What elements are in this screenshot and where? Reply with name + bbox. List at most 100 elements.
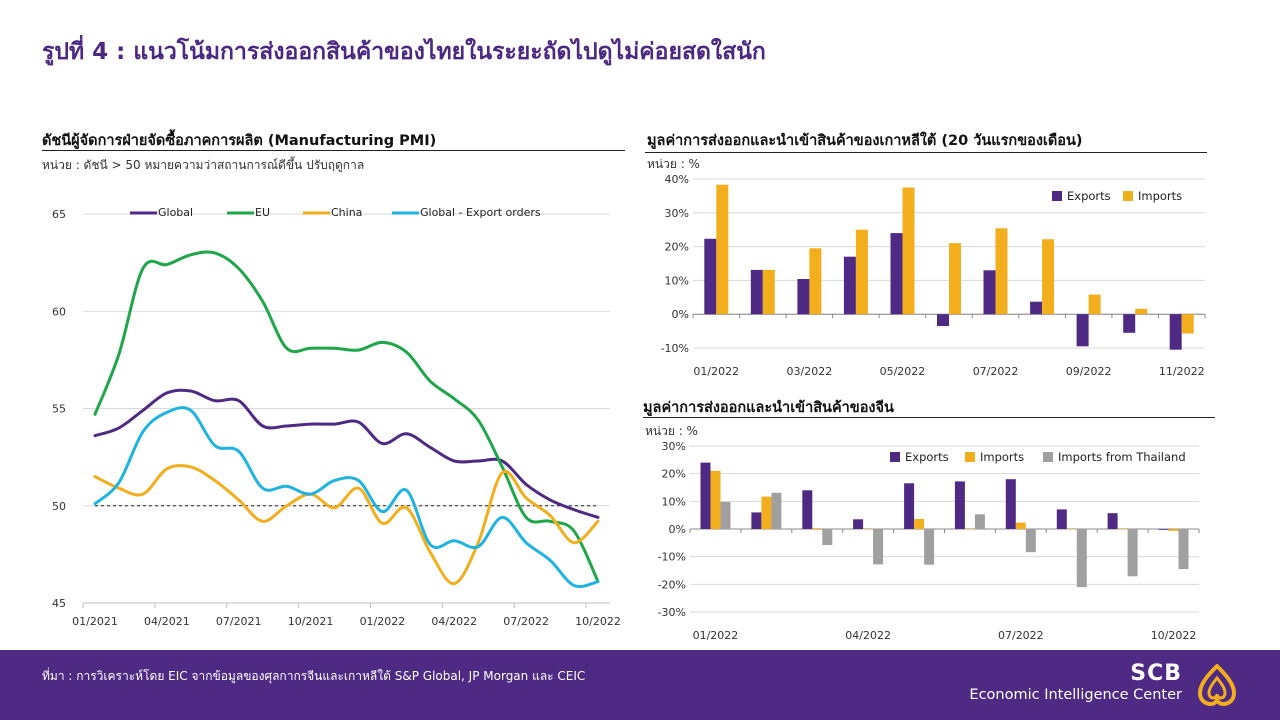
china-y-tick-label: -30% xyxy=(658,606,686,619)
korea-bar-exports xyxy=(1169,314,1182,350)
china-bar-imports xyxy=(914,519,925,529)
china-x-tick-label: 01/2022 xyxy=(693,629,739,642)
china-bar-imports xyxy=(1066,529,1077,530)
pmi-y-tick-label: 55 xyxy=(52,403,66,416)
pmi-legend-label-eu: EU xyxy=(255,206,270,219)
brand-unit: Economic Intelligence Center xyxy=(969,687,1182,703)
china-bar-imports xyxy=(863,529,874,530)
china-y-tick-label: -20% xyxy=(658,578,686,591)
korea-legend-swatch-imports xyxy=(1123,191,1133,201)
china-bar-exports xyxy=(1005,479,1016,529)
korea-bar-exports xyxy=(843,256,856,315)
korea-bar-imports xyxy=(855,229,868,315)
korea-bar-exports xyxy=(797,279,810,315)
pmi-x-tick-label: 07/2022 xyxy=(503,615,549,628)
china-bar-imports-from-thailand xyxy=(1025,529,1036,553)
korea-x-tick-label: 11/2022 xyxy=(1159,365,1205,378)
pmi-y-tick-label: 45 xyxy=(52,597,66,610)
china-bar-exports xyxy=(904,483,915,529)
korea-bar-exports xyxy=(983,270,996,315)
korea-x-tick-label: 01/2022 xyxy=(693,365,739,378)
korea-bar-imports xyxy=(949,243,961,315)
china-bar-exports xyxy=(1158,529,1169,530)
china-y-tick-label: 30% xyxy=(662,440,686,453)
china-chart-title: มูลค่าการส่งออกและนำเข้าสินค้าของจีน xyxy=(643,400,894,416)
pmi-line-global xyxy=(93,388,600,519)
pmi-legend-label-global: Global xyxy=(158,206,193,219)
china-y-tick-label: 0% xyxy=(669,523,686,536)
korea-y-tick-label: 30% xyxy=(665,207,689,220)
china-bar-imports-from-thailand xyxy=(974,514,985,529)
china-bar-imports xyxy=(761,496,772,529)
pmi-title-rule xyxy=(42,150,625,151)
korea-x-tick-label: 05/2022 xyxy=(880,365,926,378)
china-bar-imports-from-thailand xyxy=(873,529,884,565)
china-bar-imports-from-thailand xyxy=(1178,529,1189,570)
korea-bar-exports xyxy=(1076,314,1089,347)
pmi-x-tick-label: 01/2021 xyxy=(72,615,118,628)
china-bar-imports-from-thailand xyxy=(771,492,782,529)
china-bar-imports-from-thailand xyxy=(924,529,935,565)
korea-chart-unit: หน่วย : % xyxy=(647,157,700,171)
scb-logo-icon xyxy=(1198,664,1236,706)
korea-y-tick-label: -10% xyxy=(661,342,689,355)
pmi-legend-label-global-export-orders: Global - Export orders xyxy=(420,206,541,219)
china-bar-imports-from-thailand xyxy=(720,501,731,529)
pmi-legend-label-china: China xyxy=(331,206,362,219)
korea-bar-exports xyxy=(1030,301,1043,315)
china-bar-exports xyxy=(1107,513,1118,529)
korea-bar-imports xyxy=(809,248,822,315)
korea-bar-exports xyxy=(937,314,949,326)
pmi-chart-title: ดัชนีผู้จัดการฝ่ายจัดซื้อภาคการผลิต (Man… xyxy=(42,133,437,149)
china-bar-exports xyxy=(802,490,813,529)
china-bar-exports xyxy=(954,481,965,529)
china-bar-exports xyxy=(751,512,762,529)
china-bar-imports xyxy=(1168,529,1179,531)
korea-bar-exports xyxy=(1123,314,1136,333)
pmi-x-tick-label: 10/2022 xyxy=(575,615,621,628)
pmi-chart-subtitle: หน่วย : ดัชนี > 50 หมายความว่าสถานการณ์ด… xyxy=(42,158,365,172)
korea-legend-swatch-exports xyxy=(1052,191,1062,201)
pmi-x-tick-label: 01/2022 xyxy=(360,615,406,628)
korea-bar-imports xyxy=(902,187,915,315)
korea-y-tick-label: 10% xyxy=(665,274,689,287)
korea-legend-label-exports: Exports xyxy=(1067,189,1111,203)
pmi-y-tick-label: 60 xyxy=(52,305,66,318)
china-legend-swatch-exports xyxy=(890,452,900,462)
korea-chart-title: มูลค่าการส่งออกและนำเข้าสินค้าของเกาหลีใ… xyxy=(647,133,1083,149)
china-x-tick-label: 10/2022 xyxy=(1151,629,1197,642)
china-bar-exports xyxy=(853,519,864,529)
korea-y-tick-label: 20% xyxy=(665,241,689,254)
korea-bar-exports xyxy=(704,238,717,315)
china-bar-imports xyxy=(964,529,975,530)
china-y-tick-label: -10% xyxy=(658,551,686,564)
china-bar-imports-from-thailand xyxy=(1076,529,1087,588)
pmi-y-tick-label: 65 xyxy=(52,208,66,221)
source-note: ที่มา : การวิเคราะห์โดย EIC จากข้อมูลของ… xyxy=(42,669,586,683)
pmi-y-tick-label: 50 xyxy=(52,500,66,513)
pmi-line-global-export-orders xyxy=(93,406,600,589)
china-x-tick-label: 07/2022 xyxy=(998,629,1044,642)
pmi-x-tick-label: 10/2021 xyxy=(288,615,334,628)
china-bar-imports xyxy=(812,528,823,529)
korea-bar-exports xyxy=(890,233,903,315)
pmi-line-chart: 45 50 55 60 65 01/2021 04/2021 07/2021 10/2021 01… xyxy=(52,206,621,628)
pmi-line-eu xyxy=(93,250,600,584)
pmi-x-tick-label: 04/2022 xyxy=(431,615,477,628)
china-legend-swatch-imports xyxy=(965,452,975,462)
pmi-line-china xyxy=(93,463,600,586)
china-bar-imports xyxy=(1117,529,1128,530)
china-title-rule xyxy=(643,417,1215,418)
china-bar-chart: -30% -20% -10% 0% 10% 20% 30% 01/2022 04/2022 07/… xyxy=(658,440,1200,642)
china-bar-exports xyxy=(700,462,711,529)
korea-bar-imports xyxy=(762,269,775,315)
china-y-tick-label: 10% xyxy=(662,495,686,508)
china-x-tick-label: 04/2022 xyxy=(845,629,891,642)
korea-bar-exports xyxy=(750,269,763,315)
china-bar-imports xyxy=(1015,522,1026,529)
korea-bar-imports xyxy=(1088,294,1101,315)
page-title: รูปที่ 4 : แนวโน้มการส่งออกสินค้าของไทยใ… xyxy=(42,39,766,65)
china-legend-label-imports-from-thailand: Imports from Thailand xyxy=(1058,450,1186,464)
korea-y-tick-label: 0% xyxy=(672,308,689,321)
korea-legend-label-imports: Imports xyxy=(1138,189,1182,203)
